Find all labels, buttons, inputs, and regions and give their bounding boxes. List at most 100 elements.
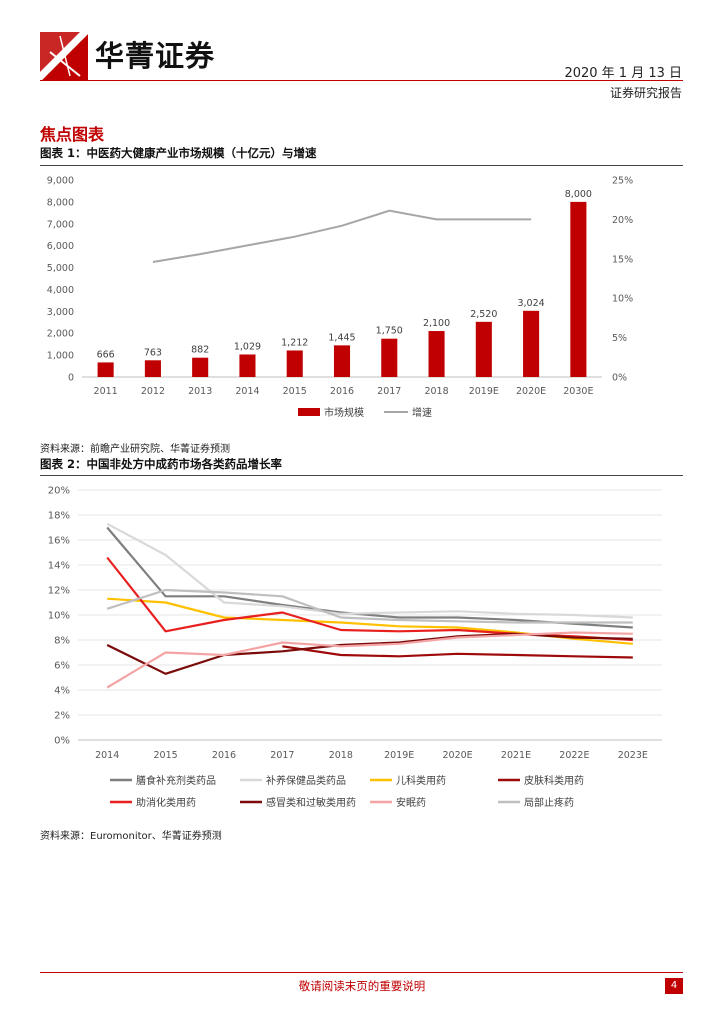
y-left-tick-label: 6,000 [47, 241, 74, 252]
y-right-tick-label: 10% [612, 294, 633, 305]
x-tick-label: 2013 [188, 386, 212, 397]
x-tick-label: 2015 [283, 386, 307, 397]
x-tick-label: 2021E [501, 750, 531, 761]
y-tick-label: 8% [54, 636, 70, 647]
y-right-tick-label: 0% [612, 373, 627, 384]
y-left-tick-label: 0 [68, 373, 74, 384]
legend-label: 儿科类用药 [396, 774, 446, 787]
y-right-tick-label: 25% [612, 176, 633, 187]
y-tick-label: 20% [48, 486, 70, 497]
y-left-tick-label: 5,000 [47, 263, 74, 274]
figure2-title-rule [40, 475, 683, 476]
series-line [106, 631, 633, 689]
legend-label: 局部止疼药 [524, 796, 574, 809]
x-tick-label: 2012 [141, 386, 165, 397]
page-number: 4 [665, 978, 683, 994]
bar [428, 331, 445, 377]
bar [286, 350, 303, 377]
company-logo-icon [40, 32, 88, 80]
legend-label: 感冒类和过敏类用药 [266, 796, 356, 809]
figure2-title: 图表 2：中国非处方中成药市场各类药品增长率 [40, 457, 283, 471]
bar [381, 338, 398, 377]
bar [97, 362, 114, 377]
legend-label: 增速 [412, 406, 432, 419]
y-left-tick-label: 2,000 [47, 329, 74, 340]
x-tick-label: 2016 [212, 750, 236, 761]
x-tick-label: 2018 [424, 386, 448, 397]
x-tick-label: 2030E [563, 386, 593, 397]
x-tick-label: 2014 [235, 386, 259, 397]
x-tick-label: 2019E [384, 750, 414, 761]
bar [333, 345, 351, 377]
y-right-tick-label: 20% [612, 215, 633, 226]
legend-label: 安眠药 [396, 796, 426, 809]
y-tick-label: 2% [54, 711, 70, 722]
x-tick-label: 2018 [329, 750, 353, 761]
x-tick-label: 2014 [95, 750, 119, 761]
y-left-tick-label: 3,000 [47, 307, 74, 318]
growth-series-line [152, 209, 532, 263]
y-left-tick-label: 1,000 [47, 351, 74, 362]
bar-data-label: 763 [144, 347, 162, 358]
series-line [106, 632, 633, 675]
legend-swatch-bar [298, 408, 320, 416]
x-tick-label: 2019E [469, 386, 499, 397]
y-right-tick-label: 5% [612, 333, 627, 344]
legend-label: 补养保健品类药品 [266, 774, 346, 787]
y-left-tick-label: 8,000 [47, 197, 74, 208]
y-tick-label: 6% [54, 661, 70, 672]
bar [192, 357, 209, 377]
bar [239, 354, 256, 377]
series-line [106, 522, 633, 619]
bar-data-label: 1,212 [281, 337, 308, 348]
footer-notice: 敬请阅读末页的重要说明 [298, 979, 426, 993]
y-tick-label: 14% [48, 561, 70, 572]
bar [523, 310, 540, 377]
x-tick-label: 2020E [443, 750, 473, 761]
legend-label: 膳食补充剂类药品 [136, 774, 216, 787]
y-left-tick-label: 7,000 [47, 219, 74, 230]
section-title: 焦点图表 [40, 125, 105, 144]
x-tick-label: 2020E [516, 386, 546, 397]
figure2-chart: 0% 2% 4% 6% 8% 10% 12% 14% 16% 18% 20% 2014 2015 2016… [48, 486, 662, 809]
y-tick-label: 4% [54, 686, 70, 697]
x-tick-label: 2016 [330, 386, 354, 397]
header-divider [40, 80, 683, 81]
report-date: 2020 年 1 月 13 日 [564, 66, 682, 81]
legend-label: 市场规模 [324, 406, 364, 419]
series-line [106, 556, 633, 642]
y-tick-label: 18% [48, 511, 70, 522]
figure1-title: 图表 1：中医药大健康产业市场规模（十亿元）与增速 [40, 146, 317, 160]
figure2-source: 资料来源：Euromonitor、华菁证券预测 [40, 831, 222, 842]
bar [144, 360, 161, 377]
bar-data-label: 1,029 [234, 341, 261, 352]
bar-data-label: 8,000 [565, 189, 592, 200]
y-tick-label: 0% [54, 736, 70, 747]
x-tick-label: 2011 [94, 386, 118, 397]
y-tick-label: 12% [48, 586, 70, 597]
y-tick-label: 16% [48, 536, 70, 547]
bar-data-label: 666 [97, 349, 115, 360]
figure1-source: 资料来源：前瞻产业研究院、华菁证券预测 [40, 444, 230, 455]
bar-data-label: 3,024 [517, 298, 544, 309]
y-left-tick-label: 4,000 [47, 285, 74, 296]
bar [570, 201, 587, 377]
bar [475, 321, 492, 377]
x-tick-label: 2022E [559, 750, 589, 761]
series-line [282, 645, 633, 659]
bar-data-label: 1,445 [328, 332, 355, 343]
y-right-tick-label: 15% [612, 254, 633, 265]
x-tick-label: 2017 [377, 386, 401, 397]
legend-label: 助消化类用药 [136, 796, 196, 809]
report-type: 证券研究报告 [609, 86, 682, 100]
brand-name: 华菁证券 [95, 39, 216, 73]
y-left-tick-label: 9,000 [47, 176, 74, 187]
bar-data-label: 882 [191, 345, 209, 356]
series-line [106, 588, 633, 624]
legend-label: 皮肤科类用药 [524, 774, 584, 787]
figure1-chart: 0 1,000 2,000 3,000 4,000 5,000 6,000 7,000 8,00… [47, 176, 633, 420]
footer-divider [40, 972, 683, 973]
bar-data-label: 2,520 [470, 309, 497, 320]
bar-data-label: 2,100 [423, 318, 450, 329]
x-tick-label: 2015 [154, 750, 178, 761]
